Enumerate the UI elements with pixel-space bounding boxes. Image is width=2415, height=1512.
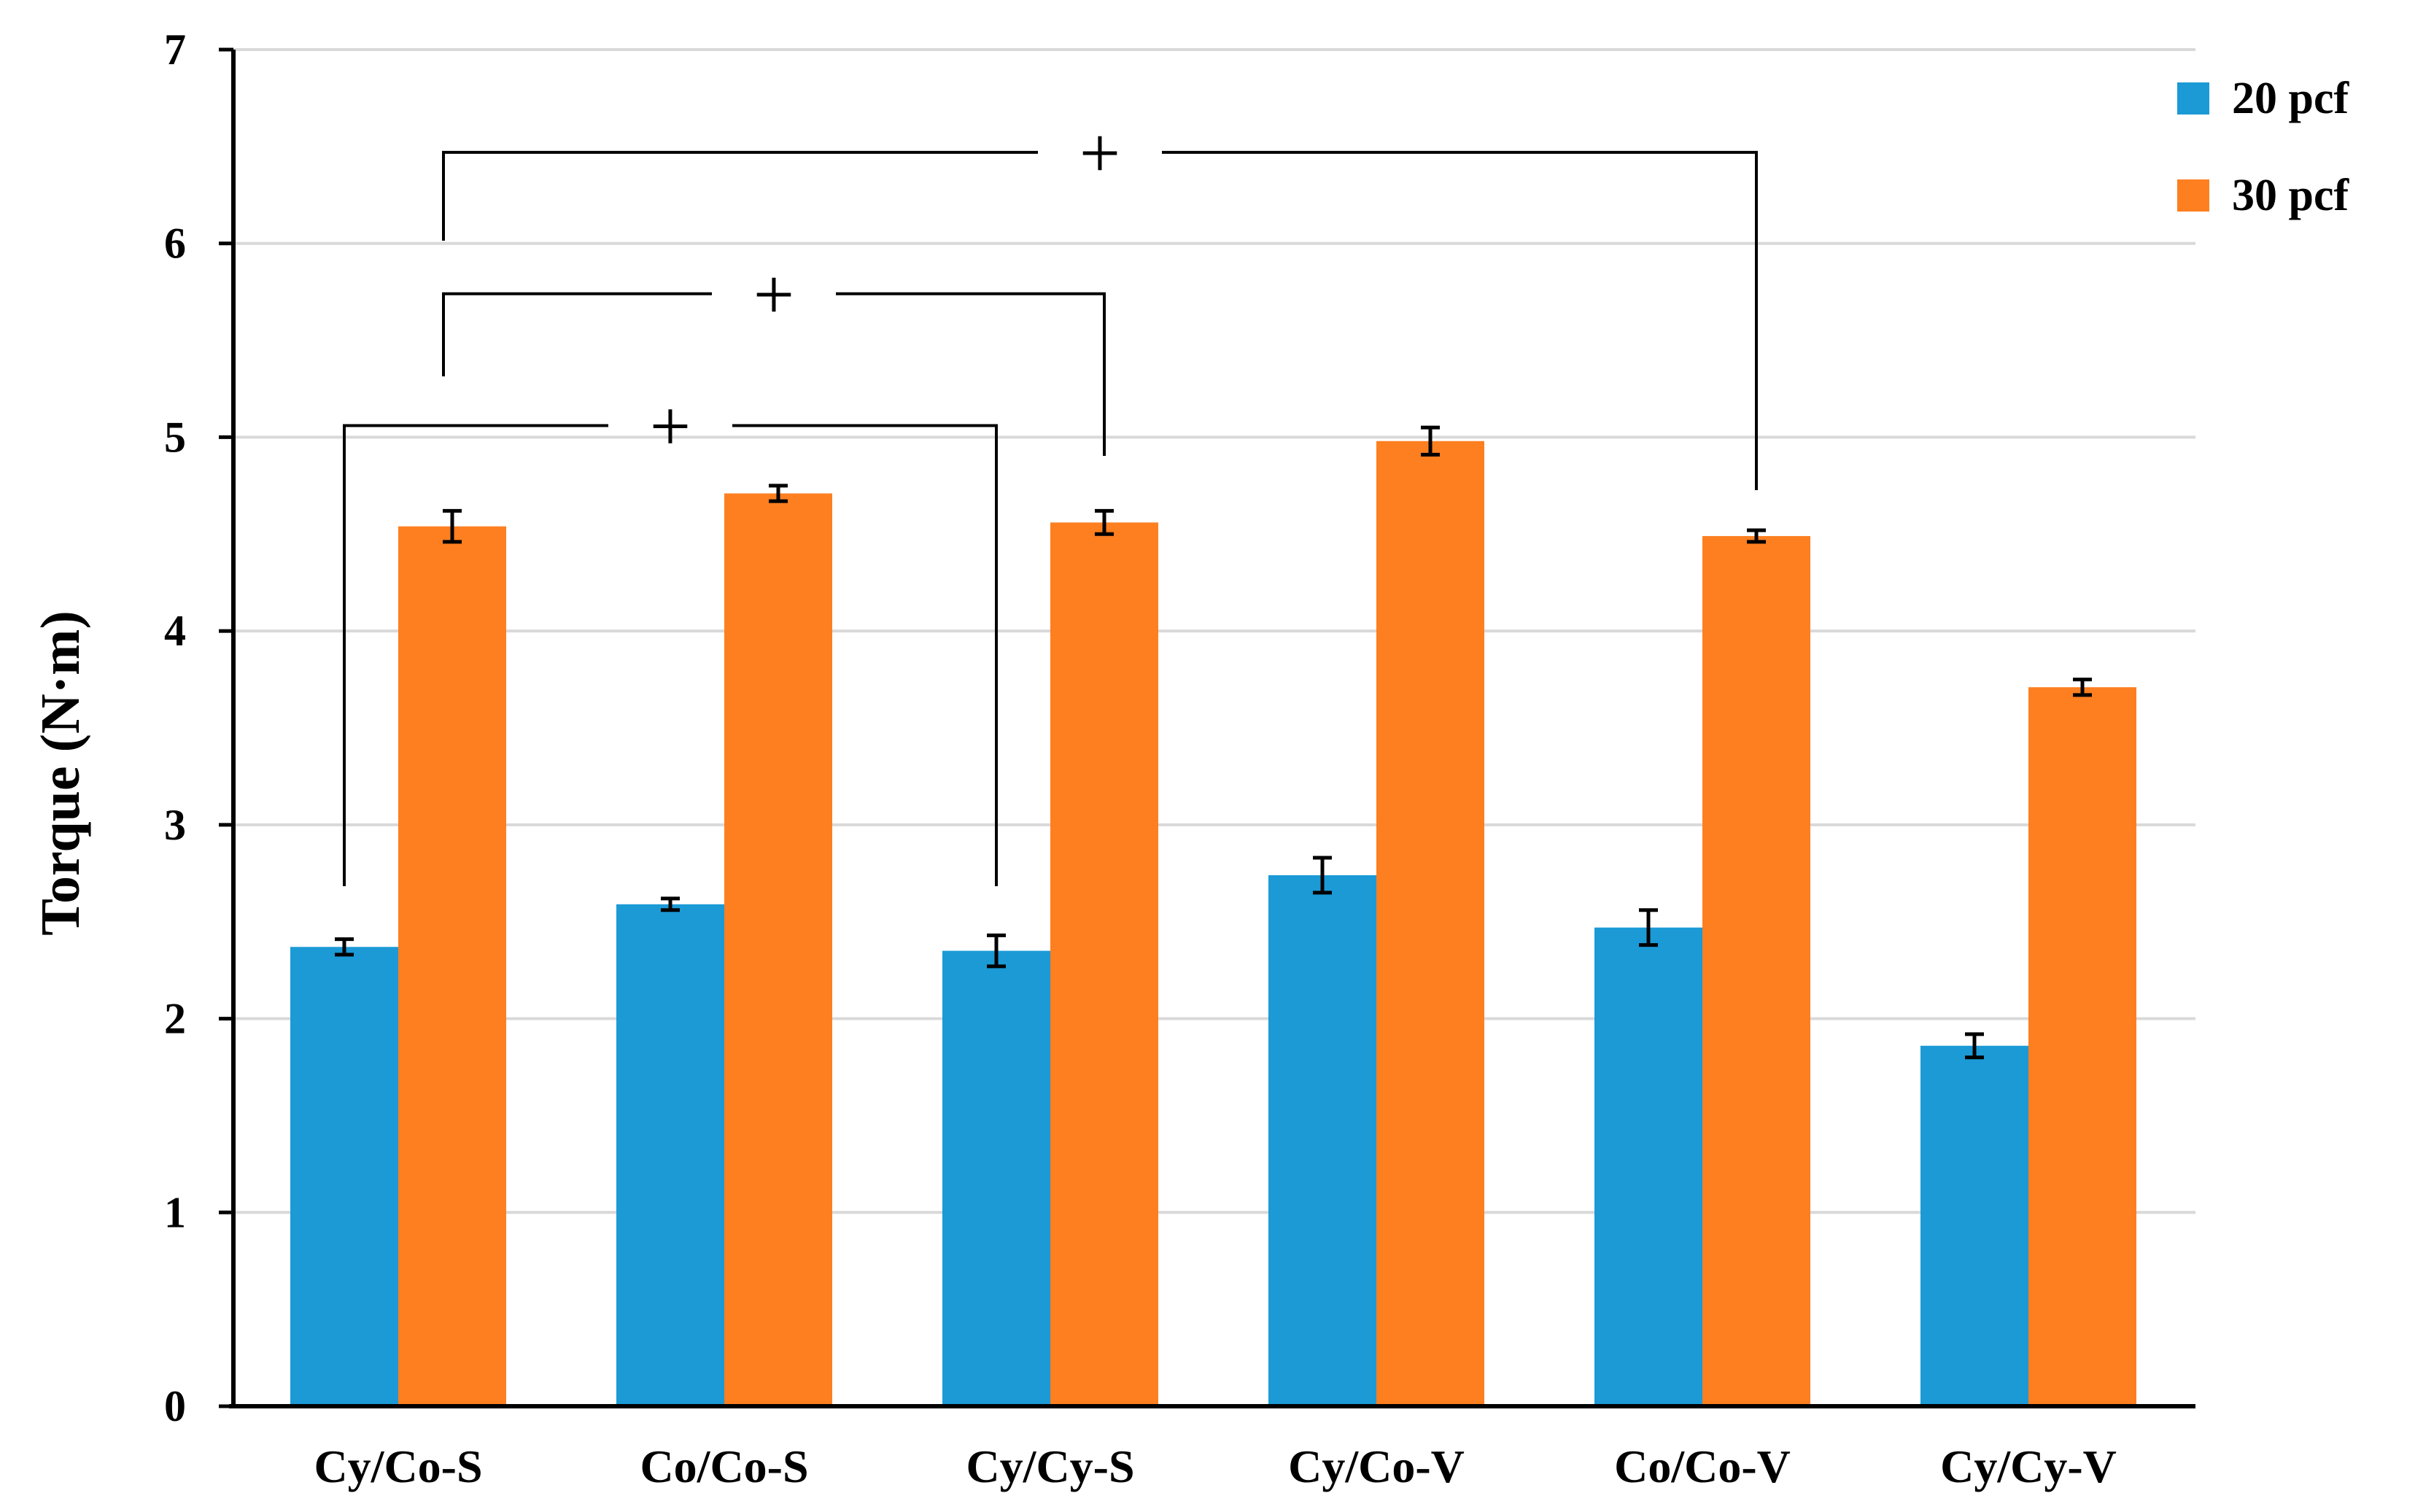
bar-20pcf-co-co-v: [1594, 927, 1702, 1406]
y-tick-label: 0: [164, 1382, 186, 1430]
bar-20pcf-co-co-s: [616, 904, 724, 1406]
bar-30pcf-cy-cy-v: [2028, 687, 2136, 1406]
bar-20pcf-cy-cy-v: [1920, 1045, 2028, 1406]
bar-20pcf-cy-co-v: [1268, 875, 1376, 1406]
bar-30pcf-co-co-v: [1702, 535, 1810, 1406]
x-category-label: Cy/Co-S: [314, 1441, 482, 1492]
y-tick-label: 3: [164, 801, 186, 849]
significance-bracket-left: [442, 292, 712, 376]
bar-30pcf-co-co-s: [724, 493, 832, 1406]
x-category-label: Co/Co-V: [1614, 1441, 1791, 1492]
legend-label: 20 pcf: [2232, 74, 2350, 123]
bar-30pcf-cy-co-s: [398, 526, 506, 1406]
significance-bracket-right: [1162, 150, 1758, 490]
significance-marker: +: [650, 385, 691, 466]
bar-20pcf-cy-cy-s: [942, 950, 1050, 1406]
legend-swatch: [2177, 179, 2209, 212]
significance-bracket-right: [732, 424, 998, 886]
significance-bracket-left: [442, 150, 1038, 241]
significance-bracket-right: [836, 292, 1106, 456]
legend-label: 30 pcf: [2232, 171, 2350, 220]
bar-20pcf-cy-co-s: [290, 947, 398, 1406]
significance-marker: +: [1079, 112, 1120, 193]
significance-bracket-left: [343, 424, 608, 886]
bar-30pcf-cy-cy-s: [1050, 522, 1158, 1407]
y-tick-label: 5: [164, 413, 186, 461]
y-tick-label: 1: [164, 1188, 186, 1236]
y-axis-title: Torque (N·m): [30, 610, 91, 936]
y-tick-label: 4: [164, 607, 186, 655]
y-tick-label: 2: [164, 995, 186, 1043]
y-tick-label: 6: [164, 220, 186, 268]
significance-marker: +: [753, 254, 794, 335]
bar-30pcf-cy-co-v: [1376, 441, 1484, 1406]
x-category-label: Cy/Cy-V: [1940, 1441, 2117, 1492]
x-category-label: Co/Co-S: [640, 1441, 808, 1492]
y-tick-label: 7: [164, 26, 186, 74]
x-category-label: Cy/Co-V: [1288, 1441, 1465, 1492]
x-category-label: Cy/Cy-S: [966, 1441, 1134, 1492]
legend-swatch: [2177, 82, 2209, 115]
